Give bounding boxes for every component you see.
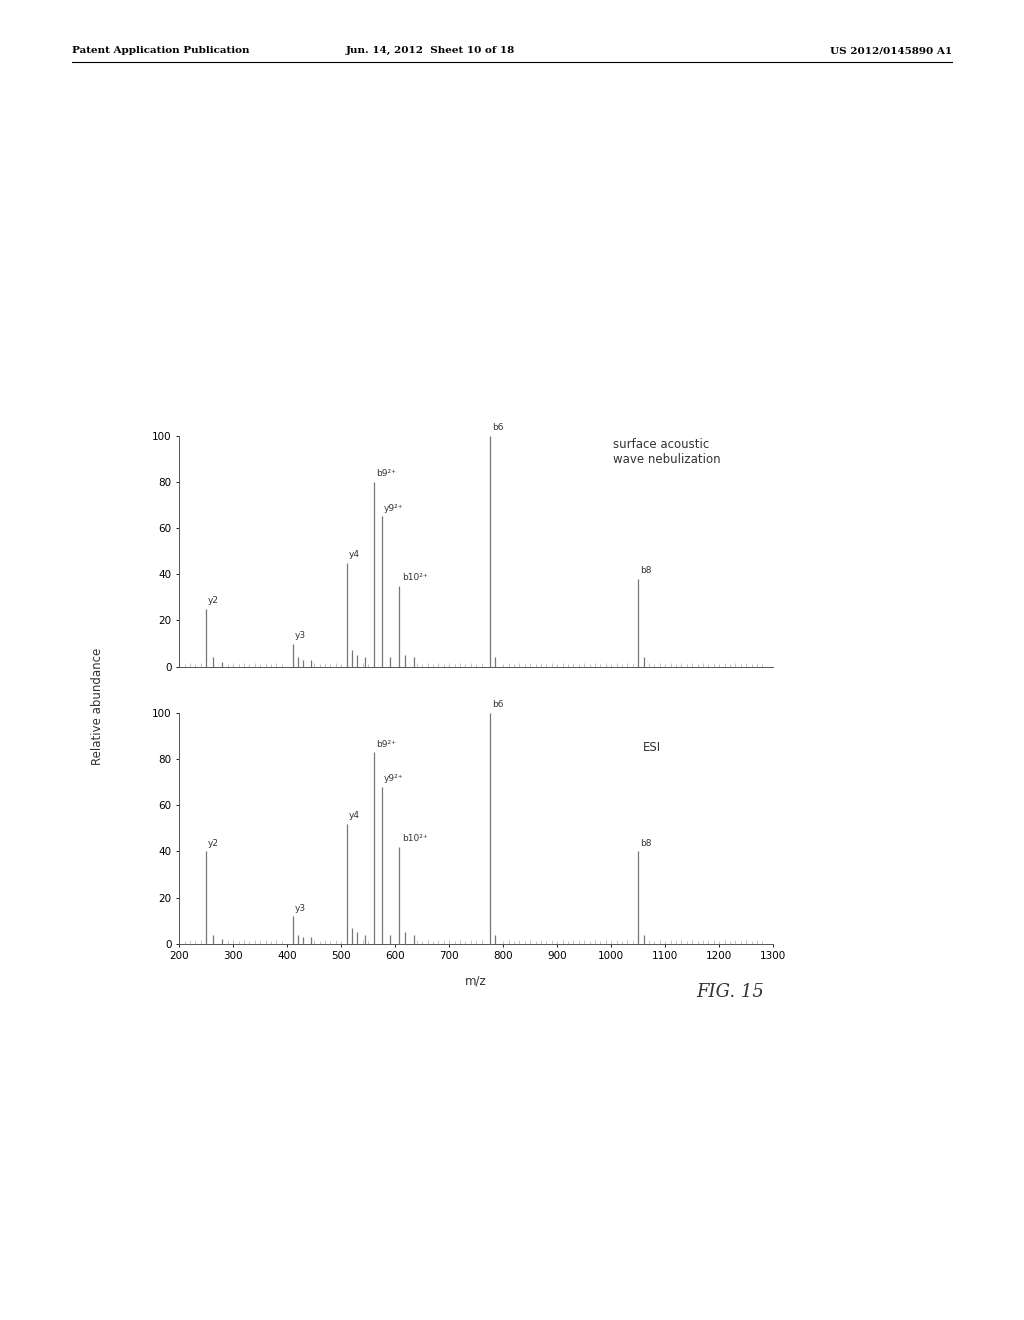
Text: b6: b6 (492, 424, 504, 432)
Text: b10²⁺: b10²⁺ (401, 573, 427, 582)
Text: b10²⁺: b10²⁺ (401, 834, 427, 843)
Text: Patent Application Publication: Patent Application Publication (72, 46, 249, 55)
Text: US 2012/0145890 A1: US 2012/0145890 A1 (830, 46, 952, 55)
Text: y9²⁺: y9²⁺ (384, 775, 403, 783)
Text: Relative abundance: Relative abundance (91, 648, 103, 764)
Text: b9²⁺: b9²⁺ (376, 470, 395, 478)
Text: FIG. 15: FIG. 15 (696, 983, 764, 1002)
Text: surface acoustic
wave nebulization: surface acoustic wave nebulization (612, 438, 721, 466)
Text: y2: y2 (208, 597, 219, 606)
Text: y4: y4 (349, 550, 359, 560)
Text: ESI: ESI (642, 741, 660, 754)
Text: y3: y3 (295, 631, 306, 640)
Text: b9²⁺: b9²⁺ (376, 739, 395, 748)
Text: b8: b8 (640, 566, 652, 576)
Text: b6: b6 (492, 701, 504, 709)
Text: y9²⁺: y9²⁺ (384, 504, 403, 513)
Text: b8: b8 (640, 840, 652, 847)
Text: y2: y2 (208, 840, 219, 847)
Text: y3: y3 (295, 904, 306, 912)
Text: Jun. 14, 2012  Sheet 10 of 18: Jun. 14, 2012 Sheet 10 of 18 (345, 46, 515, 55)
Text: m/z: m/z (465, 974, 487, 987)
Text: y4: y4 (349, 812, 359, 820)
